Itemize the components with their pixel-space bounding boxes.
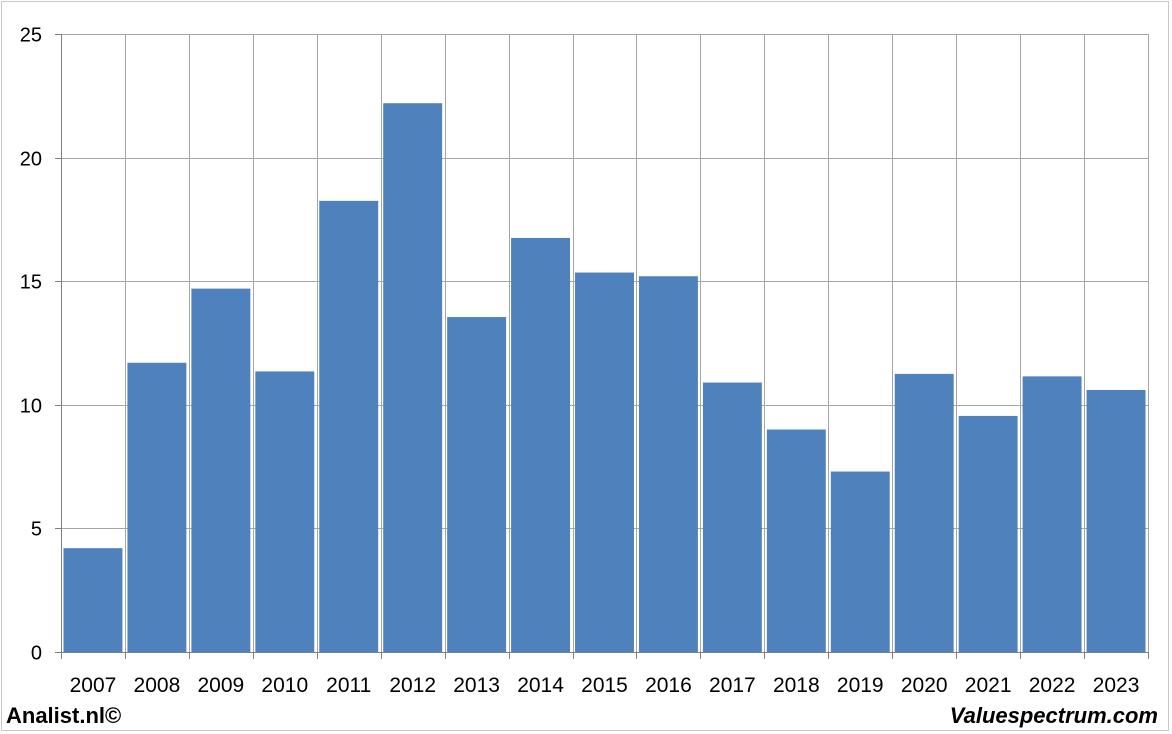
bar-2020 [894,373,954,652]
x-tick-label: 2022 [1029,674,1076,697]
bar-2023 [1086,389,1146,652]
x-tick-label: 2023 [1093,674,1140,697]
x-tick-label: 2019 [837,674,884,697]
bar-2018 [766,429,826,652]
bar-2008 [127,362,187,652]
bar-2021 [958,415,1018,652]
x-tick-label: 2017 [709,674,756,697]
x-tick-label: 2010 [261,674,308,697]
x-tick-label: 2012 [389,674,436,697]
bar-2011 [319,200,379,653]
bar-2013 [447,317,507,652]
y-tick-label: 10 [20,396,42,418]
bar-2019 [830,471,890,652]
axes [55,34,1149,659]
bar-2015 [575,272,634,652]
bar-2017 [702,382,762,652]
y-tick-label: 5 [31,519,42,541]
bar-2009 [191,288,251,652]
x-tick-label: 2011 [326,674,371,697]
bar-2022 [1022,376,1082,652]
y-tick-label: 15 [20,272,42,294]
x-tick-label: 2018 [773,674,820,697]
x-tick-label: 2007 [70,674,117,697]
x-tick-label: 2021 [965,674,1012,697]
bar-2007 [63,548,123,652]
bar-2014 [511,237,571,652]
x-tick-label: 2015 [581,674,628,697]
x-tick-label: 2009 [197,674,244,697]
bars [63,103,1146,653]
bar-2010 [255,371,315,652]
footer-source-left: Analist.nl© [6,703,122,728]
bar-2012 [383,103,443,652]
bar-2016 [638,276,698,652]
x-tick-label: 2013 [453,674,500,697]
x-tick-labels: 2007 2008 2009 2010 2011 2012 2013 2014 2015 2016… [70,674,1140,697]
footer-source-right: Valuespectrum.com [949,703,1158,728]
x-tick-label: 2014 [517,674,564,697]
x-tick-label: 2020 [901,674,948,697]
y-tick-label: 0 [31,643,42,665]
y-tick-label: 20 [20,149,42,171]
x-tick-label: 2008 [134,674,181,697]
x-tick-label: 2016 [645,674,692,697]
y-tick-labels: 0 5 10 15 20 25 [20,25,42,665]
y-tick-label: 25 [20,25,42,47]
